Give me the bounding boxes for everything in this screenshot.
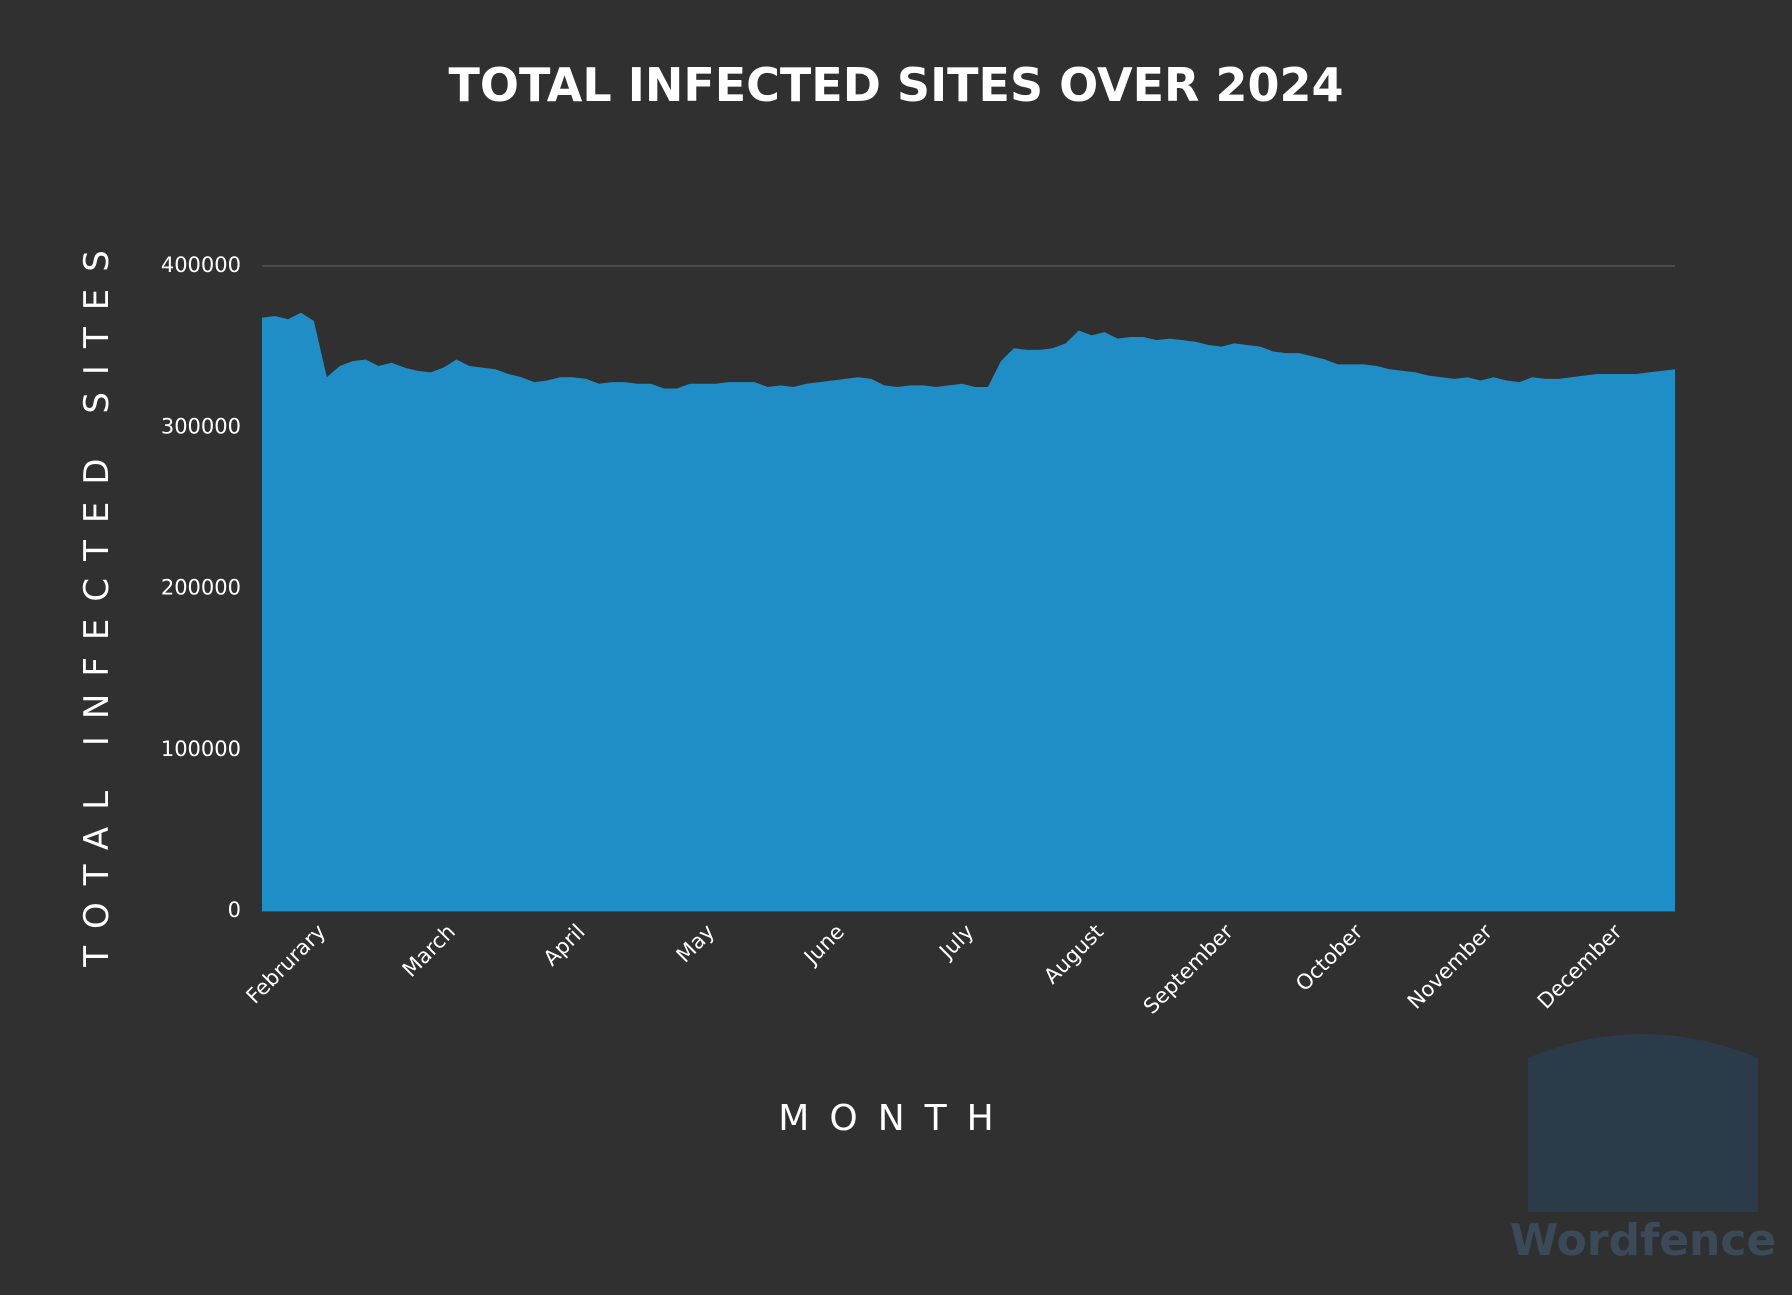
area: [262, 312, 1675, 911]
x-tick-label: April: [539, 920, 590, 971]
x-tick-label: July: [933, 920, 978, 965]
x-tick-label: August: [1039, 920, 1108, 989]
y-axis-label: TOTAL INFECTED SITES: [77, 233, 117, 968]
x-tick-label: September: [1139, 919, 1238, 1018]
x-tick-label: March: [398, 920, 460, 982]
y-tick-label: 200000: [161, 576, 241, 600]
x-tick-label: December: [1533, 919, 1627, 1013]
x-tick-label: June: [798, 920, 849, 971]
x-tick-label: November: [1403, 919, 1497, 1013]
watermark-text: Wordfence: [1510, 1215, 1777, 1266]
y-tick-label: 0: [228, 898, 241, 922]
chart-title: TOTAL INFECTED SITES OVER 2024: [449, 58, 1344, 112]
watermark-logo: Wordfence: [1510, 1034, 1777, 1266]
x-tick-label: Februrary: [241, 920, 330, 1009]
x-axis-label: MONTH: [778, 1098, 1013, 1139]
y-tick-label: 400000: [161, 253, 241, 277]
x-tick-label: October: [1291, 919, 1368, 996]
x-tick-label: May: [672, 920, 720, 968]
logo-shield: [1528, 1034, 1758, 1212]
y-tick-label: 300000: [161, 414, 241, 438]
y-tick-label: 100000: [161, 737, 241, 761]
